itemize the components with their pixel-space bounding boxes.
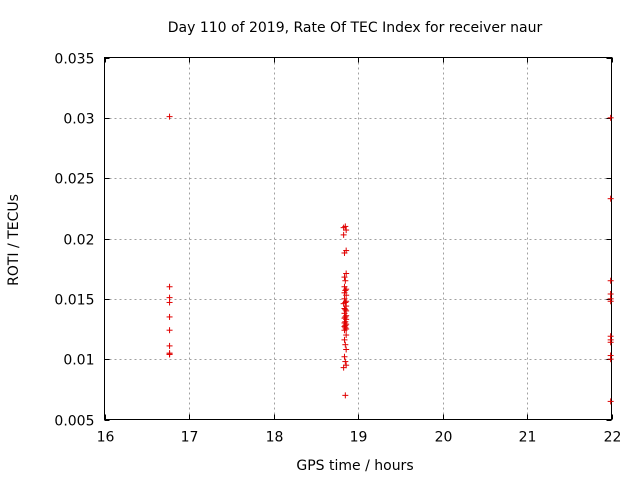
data-point <box>341 336 348 343</box>
data-point <box>343 270 350 277</box>
data-point <box>342 341 349 348</box>
x-tick-label: 18 <box>266 430 284 446</box>
data-point <box>342 277 349 284</box>
data-point <box>343 227 350 234</box>
data-point <box>343 286 350 293</box>
data-point <box>166 342 173 349</box>
data-point <box>342 223 349 230</box>
data-point <box>607 298 614 305</box>
x-tick-label: 17 <box>181 430 199 446</box>
y-tick-label: 0.015 <box>54 293 94 309</box>
data-point <box>340 364 347 371</box>
y-tick-label: 0.01 <box>63 353 94 369</box>
axis-ticks <box>104 57 613 421</box>
data-point <box>607 398 614 405</box>
x-tick-label: 21 <box>519 430 537 446</box>
y-tick-label: 0.035 <box>54 52 94 68</box>
data-point <box>343 346 350 353</box>
data-point <box>341 249 348 256</box>
data-point <box>166 113 173 120</box>
data-point <box>343 332 350 339</box>
y-tick-label: 0.03 <box>63 112 94 128</box>
y-tick-label: 0.005 <box>54 414 94 430</box>
data-point <box>342 392 349 399</box>
data-point <box>607 356 614 363</box>
data-point <box>342 306 349 313</box>
y-axis-label: ROTI / TECUs <box>6 194 22 286</box>
data-point <box>166 351 173 358</box>
y-tick-label: 0.02 <box>63 233 94 249</box>
data-point <box>607 114 614 121</box>
data-point <box>343 292 350 299</box>
x-tick-label: 16 <box>97 430 115 446</box>
data-point <box>166 299 173 306</box>
data-point <box>607 339 614 346</box>
data-point <box>340 231 347 238</box>
chart-title: Day 110 of 2019, Rate Of TEC Index for r… <box>168 20 543 36</box>
data-point <box>607 195 614 202</box>
data-point <box>166 313 173 320</box>
y-tick-labels: 0.005 0.01 0.015 0.02 0.025 0.03 0.035 <box>54 52 94 430</box>
data-points <box>166 113 614 405</box>
data-point <box>166 283 173 290</box>
x-tick-label: 22 <box>604 430 622 446</box>
data-point <box>341 327 348 334</box>
data-point <box>341 274 348 281</box>
y-tick-label: 0.025 <box>54 172 94 188</box>
x-tick-label: 19 <box>350 430 368 446</box>
data-point <box>342 358 349 365</box>
grid-lines <box>104 57 612 420</box>
data-point <box>166 327 173 334</box>
data-point <box>341 353 348 360</box>
x-tick-labels: 16 17 18 19 20 21 22 <box>97 430 622 446</box>
x-axis-label: GPS time / hours <box>296 458 413 474</box>
data-point <box>607 277 614 284</box>
x-tick-label: 20 <box>435 430 453 446</box>
